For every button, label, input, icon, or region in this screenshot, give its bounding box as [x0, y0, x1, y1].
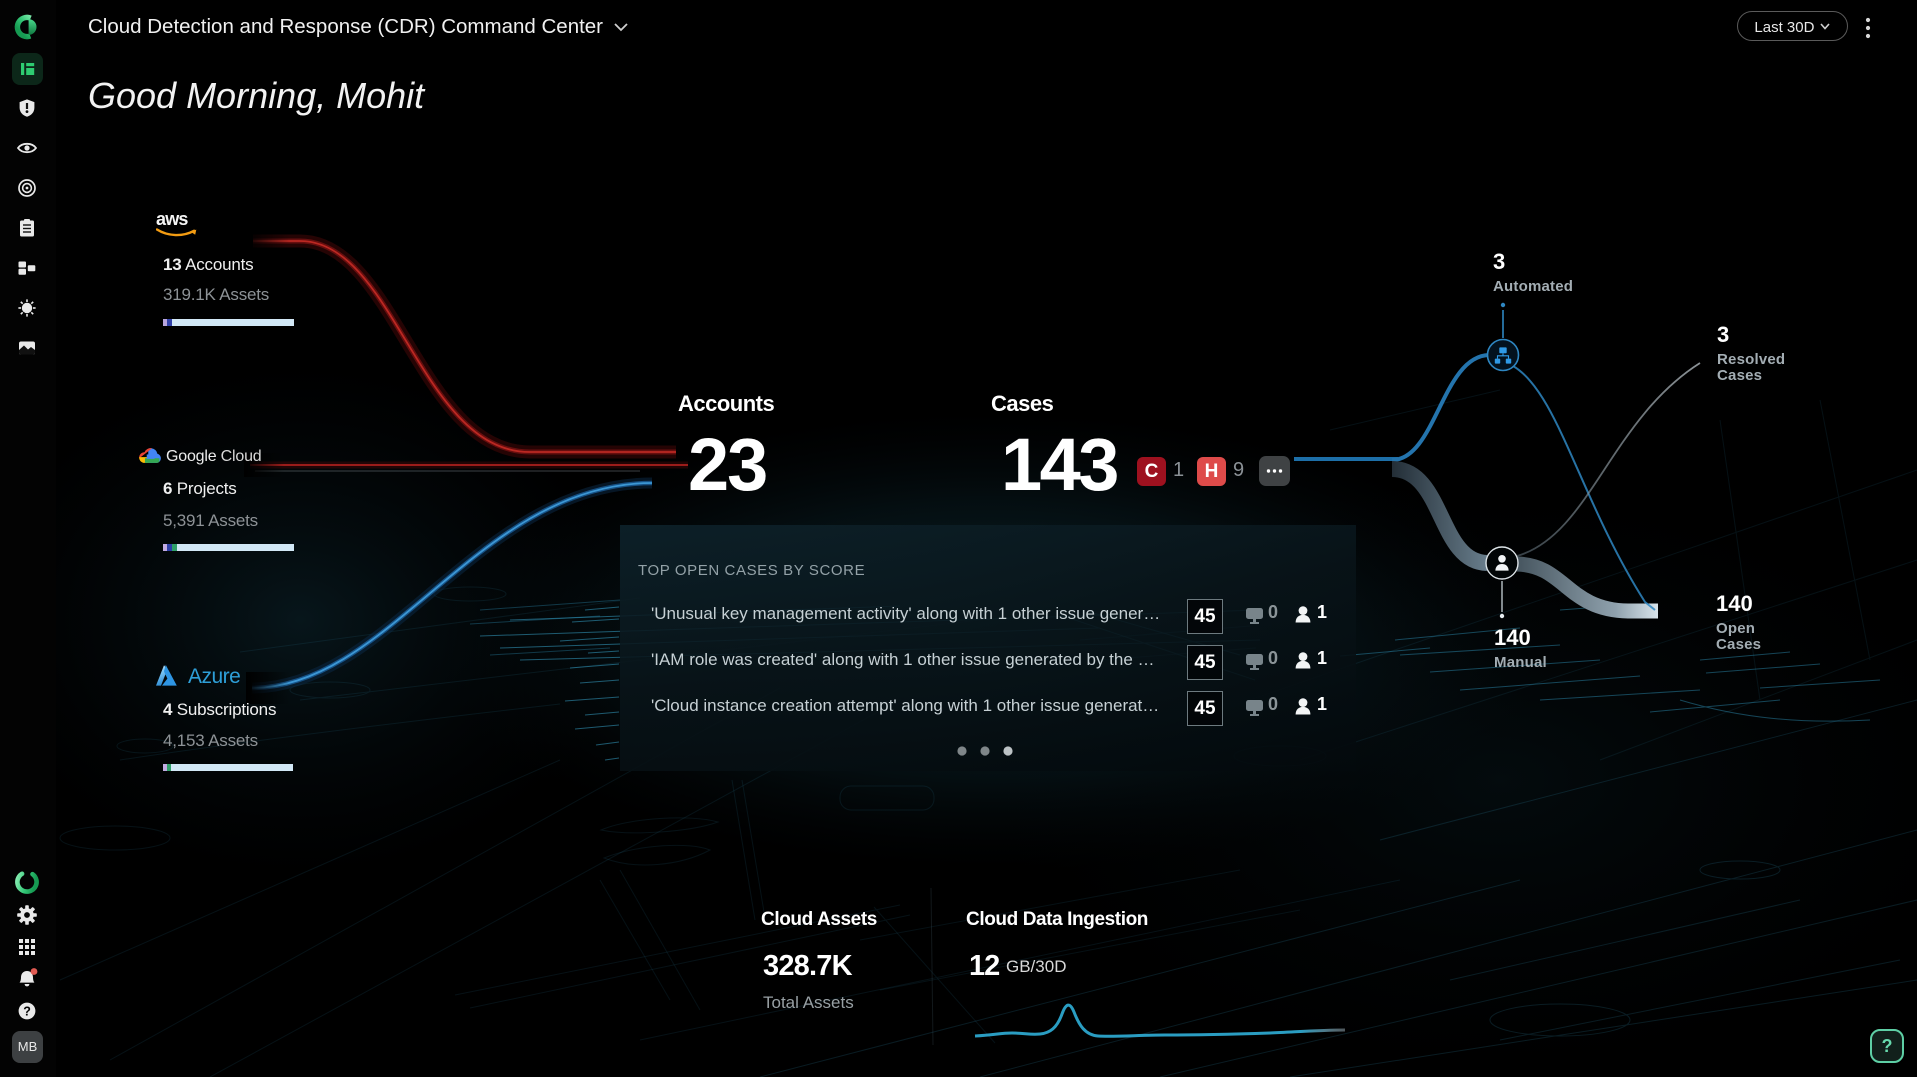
- svg-text:aws: aws: [156, 210, 188, 229]
- svg-text:?: ?: [23, 1005, 31, 1019]
